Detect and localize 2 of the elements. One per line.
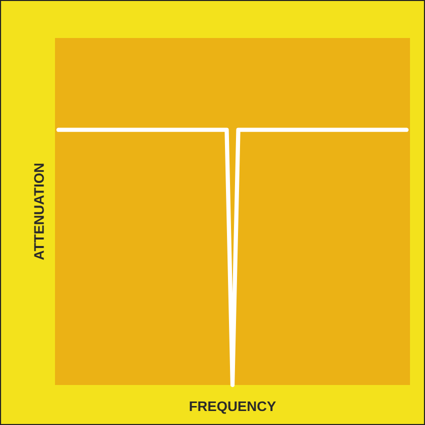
x-axis-title: FREQUENCY [190,401,276,414]
y-axis-title: ATTENUATION [34,164,44,260]
